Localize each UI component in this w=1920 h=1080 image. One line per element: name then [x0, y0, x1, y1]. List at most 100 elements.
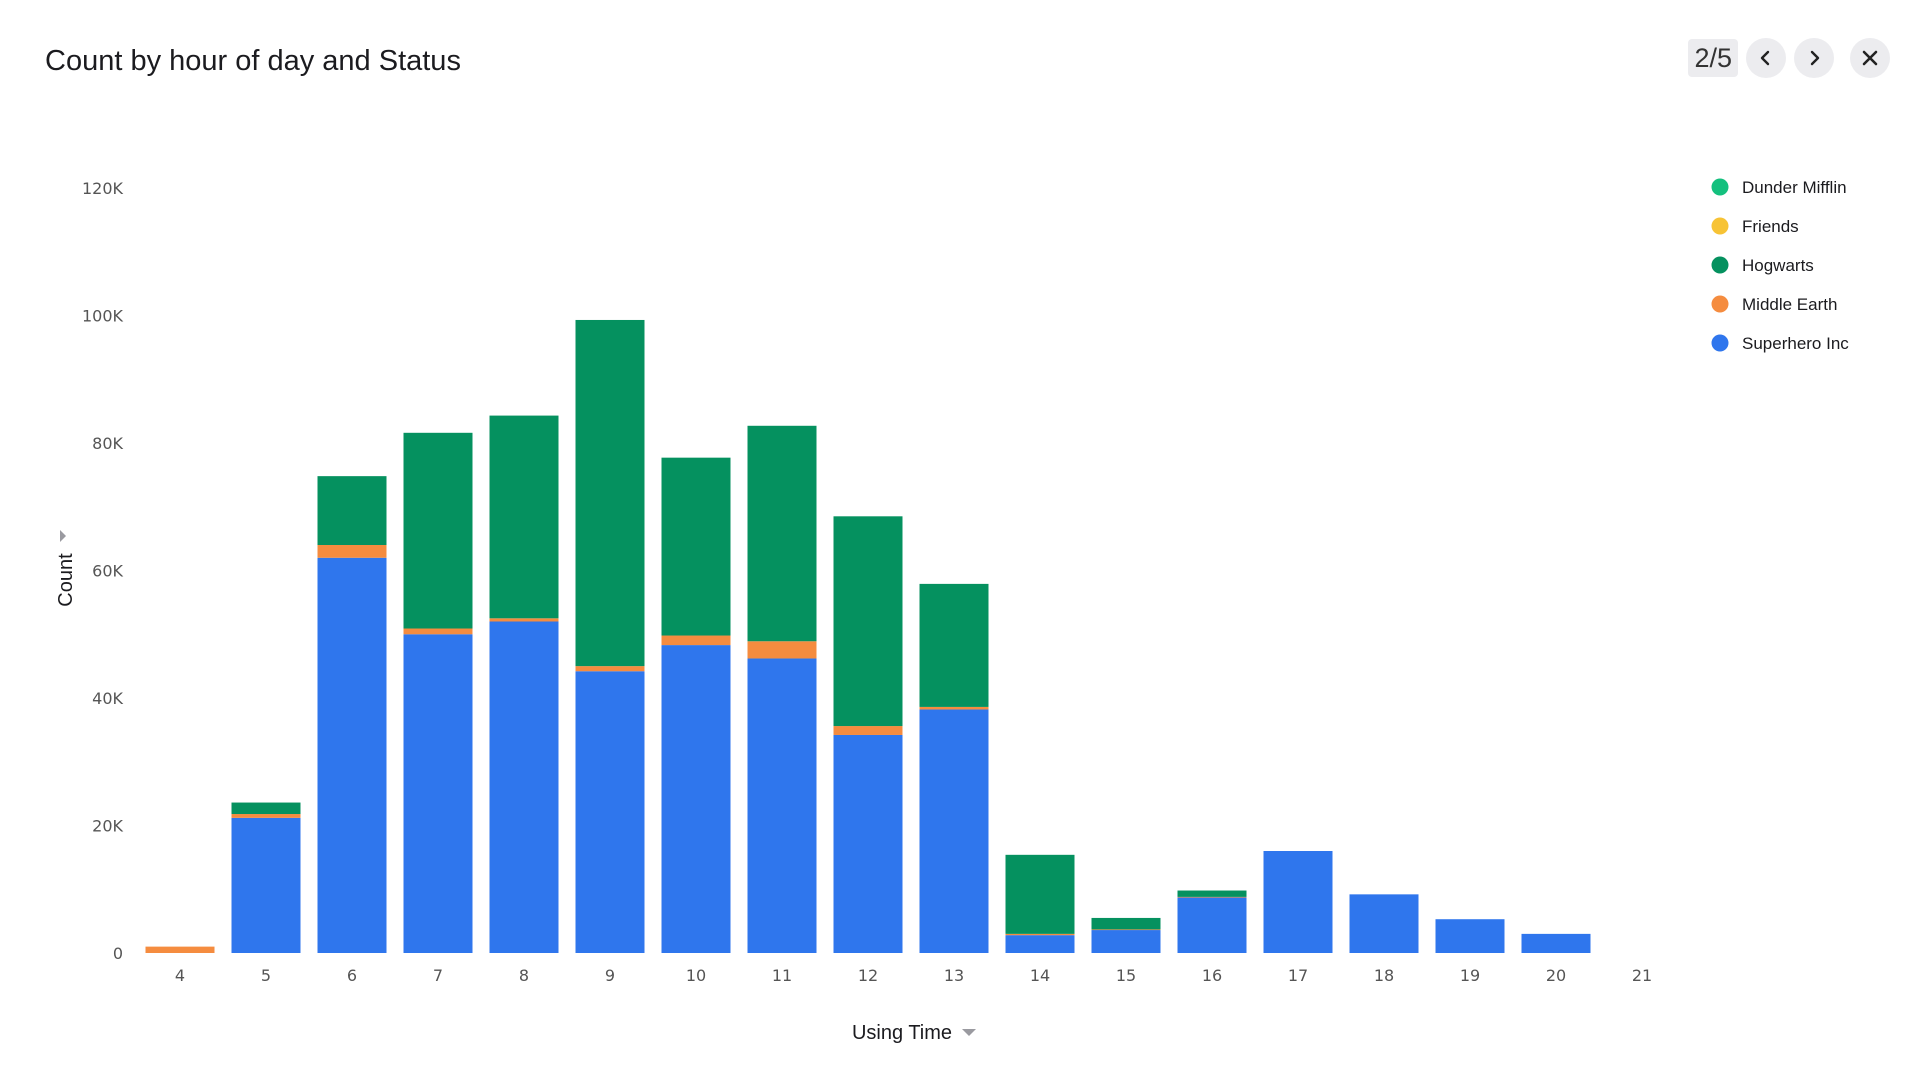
bar-segment-superhero-inc[interactable] — [919, 709, 989, 953]
close-button[interactable] — [1850, 38, 1890, 78]
legend-label: Dunder Mifflin — [1742, 178, 1847, 197]
bar-segment-hogwarts[interactable] — [575, 319, 645, 667]
bar-segment-middle-earth[interactable] — [575, 666, 645, 672]
bar-segment-hogwarts[interactable] — [403, 432, 473, 629]
x-tick-label: 17 — [1288, 966, 1308, 985]
y-tick-label: 20K — [92, 817, 123, 836]
x-tick-label: 8 — [519, 966, 529, 985]
bar-segment-hogwarts[interactable] — [1091, 917, 1161, 930]
x-tick-label: 4 — [175, 966, 185, 985]
y-tick-label: 80K — [92, 434, 123, 453]
bar-segment-superhero-inc[interactable] — [403, 634, 473, 953]
x-tick-label: 11 — [772, 966, 792, 985]
bar-segment-superhero-inc[interactable] — [1177, 897, 1247, 953]
bar-segment-superhero-inc[interactable] — [231, 817, 301, 953]
legend-label: Superhero Inc — [1742, 334, 1849, 353]
legend-item-middle-earth[interactable]: Middle Earth — [1711, 295, 1838, 314]
y-tick-label: 120K — [82, 179, 124, 198]
bar-segment-middle-earth[interactable] — [231, 814, 301, 818]
close-icon — [1862, 50, 1878, 66]
next-button[interactable] — [1794, 38, 1834, 78]
bar-segment-superhero-inc[interactable] — [1091, 930, 1161, 953]
previous-button[interactable] — [1746, 38, 1786, 78]
bar-segment-superhero-inc[interactable] — [833, 734, 903, 953]
bar-segment-middle-earth[interactable] — [1005, 933, 1075, 936]
legend-item-friends[interactable]: Friends — [1711, 217, 1799, 236]
legend-swatch — [1711, 217, 1729, 235]
y-axis-title[interactable]: Count — [55, 530, 77, 607]
bar-segment-middle-earth[interactable] — [403, 628, 473, 635]
legend-swatch — [1711, 178, 1729, 196]
bar-segment-hogwarts[interactable] — [661, 457, 731, 636]
x-tick-label: 13 — [944, 966, 964, 985]
bar-segment-superhero-inc[interactable] — [1435, 919, 1505, 953]
page-title: Count by hour of day and Status — [45, 45, 461, 77]
bar-segment-hogwarts[interactable] — [919, 583, 989, 707]
legend-item-dunder-mifflin[interactable]: Dunder Mifflin — [1711, 178, 1847, 197]
x-tick-label: 5 — [261, 966, 271, 985]
bar-segment-middle-earth[interactable] — [919, 706, 989, 710]
y-tick-label: 0 — [113, 944, 123, 963]
bar-segment-middle-earth[interactable] — [1091, 929, 1161, 931]
x-axis-title[interactable]: Using Time — [852, 1022, 976, 1044]
bar-segment-superhero-inc[interactable] — [1349, 894, 1419, 953]
x-tick-label: 10 — [686, 966, 706, 985]
x-tick-label: 14 — [1030, 966, 1050, 985]
bar-segment-superhero-inc[interactable] — [1263, 851, 1333, 953]
chevron-left-icon — [1760, 50, 1770, 66]
bar-segment-middle-earth[interactable] — [489, 618, 559, 622]
y-axis: 0 20K 40K 60K 80K 100K 120K — [82, 179, 124, 963]
bar-segment-middle-earth[interactable] — [661, 635, 731, 646]
bar-segment-hogwarts[interactable] — [231, 802, 301, 815]
caret-down-icon — [962, 1029, 976, 1036]
bar-segment-superhero-inc[interactable] — [575, 671, 645, 953]
x-axis: 4 5 6 7 8 9 10 11 12 13 14 15 16 17 18 19 20 21 — [175, 966, 1652, 985]
page-indicator: 2/5 — [1688, 39, 1738, 77]
bar-segment-superhero-inc[interactable] — [661, 645, 731, 953]
bar-segment-superhero-inc[interactable] — [747, 658, 817, 953]
pager-controls: 2/5 — [1688, 38, 1890, 78]
bar-segment-middle-earth[interactable] — [747, 641, 817, 659]
bar-segment-middle-earth[interactable] — [317, 545, 387, 558]
x-tick-label: 20 — [1546, 966, 1566, 985]
legend-swatch — [1711, 334, 1729, 352]
bar-segment-hogwarts[interactable] — [1005, 854, 1075, 934]
x-tick-label: 7 — [433, 966, 443, 985]
bar-segment-hogwarts[interactable] — [747, 425, 817, 642]
x-axis-label: Using Time — [852, 1022, 952, 1044]
legend-label: Friends — [1742, 217, 1799, 236]
bars — [145, 319, 1591, 954]
bar-segment-superhero-inc[interactable] — [1521, 933, 1591, 953]
x-tick-label: 21 — [1632, 966, 1652, 985]
bar-segment-hogwarts[interactable] — [1177, 890, 1247, 897]
bar-segment-middle-earth[interactable] — [833, 726, 903, 735]
legend-item-hogwarts[interactable]: Hogwarts — [1711, 256, 1814, 275]
bar-segment-middle-earth[interactable] — [145, 946, 215, 953]
y-tick-label: 60K — [92, 562, 123, 581]
y-tick-label: 40K — [92, 689, 123, 708]
bar-segment-middle-earth[interactable] — [1177, 896, 1247, 898]
bar-segment-hogwarts[interactable] — [317, 476, 387, 545]
x-tick-label: 18 — [1374, 966, 1394, 985]
x-tick-label: 19 — [1460, 966, 1480, 985]
caret-right-icon — [60, 530, 66, 542]
x-tick-label: 15 — [1116, 966, 1136, 985]
y-axis-label: Count — [55, 553, 77, 607]
chevron-right-icon — [1810, 50, 1820, 66]
x-tick-label: 16 — [1202, 966, 1222, 985]
x-tick-label: 9 — [605, 966, 615, 985]
legend-swatch — [1711, 256, 1729, 274]
x-tick-label: 6 — [347, 966, 357, 985]
bar-segment-hogwarts[interactable] — [833, 516, 903, 727]
legend-swatch — [1711, 295, 1729, 313]
y-tick-label: 100K — [82, 307, 124, 326]
legend-item-superhero-inc[interactable]: Superhero Inc — [1711, 334, 1850, 353]
bar-segment-superhero-inc[interactable] — [317, 557, 387, 953]
bar-segment-superhero-inc[interactable] — [489, 621, 559, 954]
x-tick-label: 12 — [858, 966, 878, 985]
bar-segment-superhero-inc[interactable] — [1005, 935, 1075, 953]
legend: Dunder Mifflin Friends Hogwarts Middle Eart… — [1711, 178, 1850, 353]
bar-segment-hogwarts[interactable] — [489, 415, 559, 619]
